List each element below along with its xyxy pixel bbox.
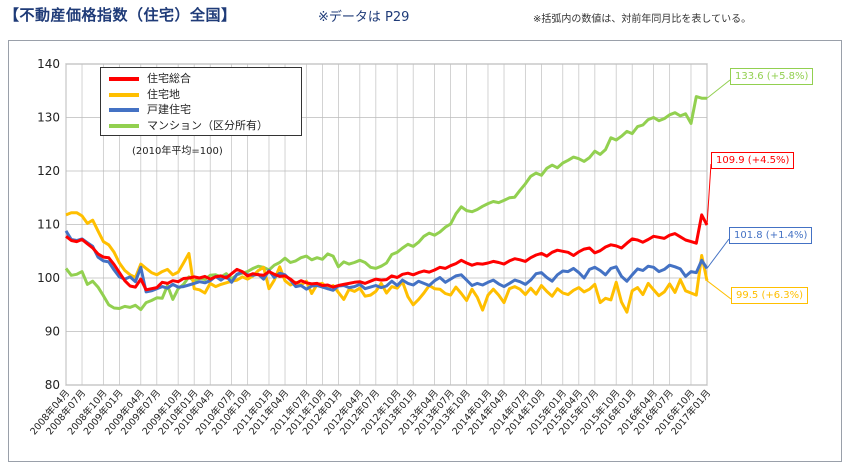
series-line-0 xyxy=(65,213,709,292)
legend-label: 住宅総合 xyxy=(147,72,191,85)
callout-land: 99.5 (+6.3%) xyxy=(731,287,809,304)
data-reference-note: ※データは P29 xyxy=(318,10,410,25)
footnote: ※括弧内の数値は、対前年同月比を表している。 xyxy=(533,14,752,25)
x-axis: 2008年04月2008年07月2008年10月2009年01月2009年04月… xyxy=(28,387,714,437)
y-tick-label: 130 xyxy=(37,111,60,125)
callout-condo: 133.6 (+5.8%) xyxy=(730,68,814,85)
y-tick-label: 100 xyxy=(37,271,60,285)
legend-swatch xyxy=(109,108,139,112)
series-line-2 xyxy=(64,230,709,294)
callout-leader xyxy=(706,163,712,226)
page-title: 【不動産価格指数（住宅）全国】 xyxy=(4,6,237,24)
callout-leader xyxy=(706,280,732,300)
y-tick-label: 80 xyxy=(45,378,60,392)
series-line-3 xyxy=(64,95,707,312)
legend-label: 戸建住宅 xyxy=(147,103,191,116)
legend-label: マンション（区分所有） xyxy=(147,119,268,132)
callout-leader xyxy=(706,79,731,99)
legend-swatch xyxy=(109,124,139,128)
base-year-note: (2010年平均=100) xyxy=(132,146,223,157)
callout-detached: 101.8 (+1.4%) xyxy=(729,227,813,244)
y-tick-label: 140 xyxy=(37,57,60,71)
series-layer xyxy=(64,95,709,314)
legend-label: 住宅地 xyxy=(147,88,180,101)
y-axis: 80 90 100 110 120 130 140 xyxy=(37,57,60,392)
legend-swatch xyxy=(109,77,139,81)
series-line-1 xyxy=(65,211,709,314)
callout-leader xyxy=(706,238,730,269)
y-tick-label: 110 xyxy=(37,218,60,232)
y-tick-label: 120 xyxy=(37,164,60,178)
callout-total: 109.9 (+4.5%) xyxy=(711,152,795,169)
chart-legend: 住宅総合 住宅地 戸建住宅 マンション（区分所有） xyxy=(100,67,302,136)
grid-layer xyxy=(65,63,708,386)
legend-swatch xyxy=(109,93,139,97)
y-tick-label: 90 xyxy=(45,325,60,339)
callout-leader-lines xyxy=(706,79,732,300)
